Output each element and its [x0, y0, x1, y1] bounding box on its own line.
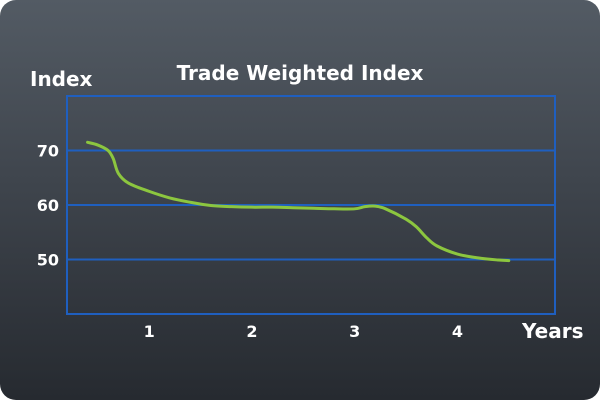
x-tick-label: 1: [144, 322, 155, 341]
tick-layer: 50 60 70 1 2 3 4: [37, 142, 463, 342]
chart-title: Trade Weighted Index: [177, 61, 424, 85]
x-tick-label: 3: [349, 322, 360, 341]
x-tick-label: 2: [246, 322, 257, 341]
x-axis-label: Years: [521, 319, 583, 343]
series-layer: [86, 140, 511, 263]
plot-frame: [66, 95, 556, 315]
y-tick-label: 60: [37, 196, 59, 215]
grid-layer: [67, 149, 555, 261]
y-tick-label: 70: [37, 142, 59, 161]
y-tick-label: 50: [37, 251, 59, 270]
x-tick-label: 4: [452, 322, 463, 341]
y-axis-label: Index: [30, 67, 93, 91]
series-line-0: [86, 140, 511, 263]
